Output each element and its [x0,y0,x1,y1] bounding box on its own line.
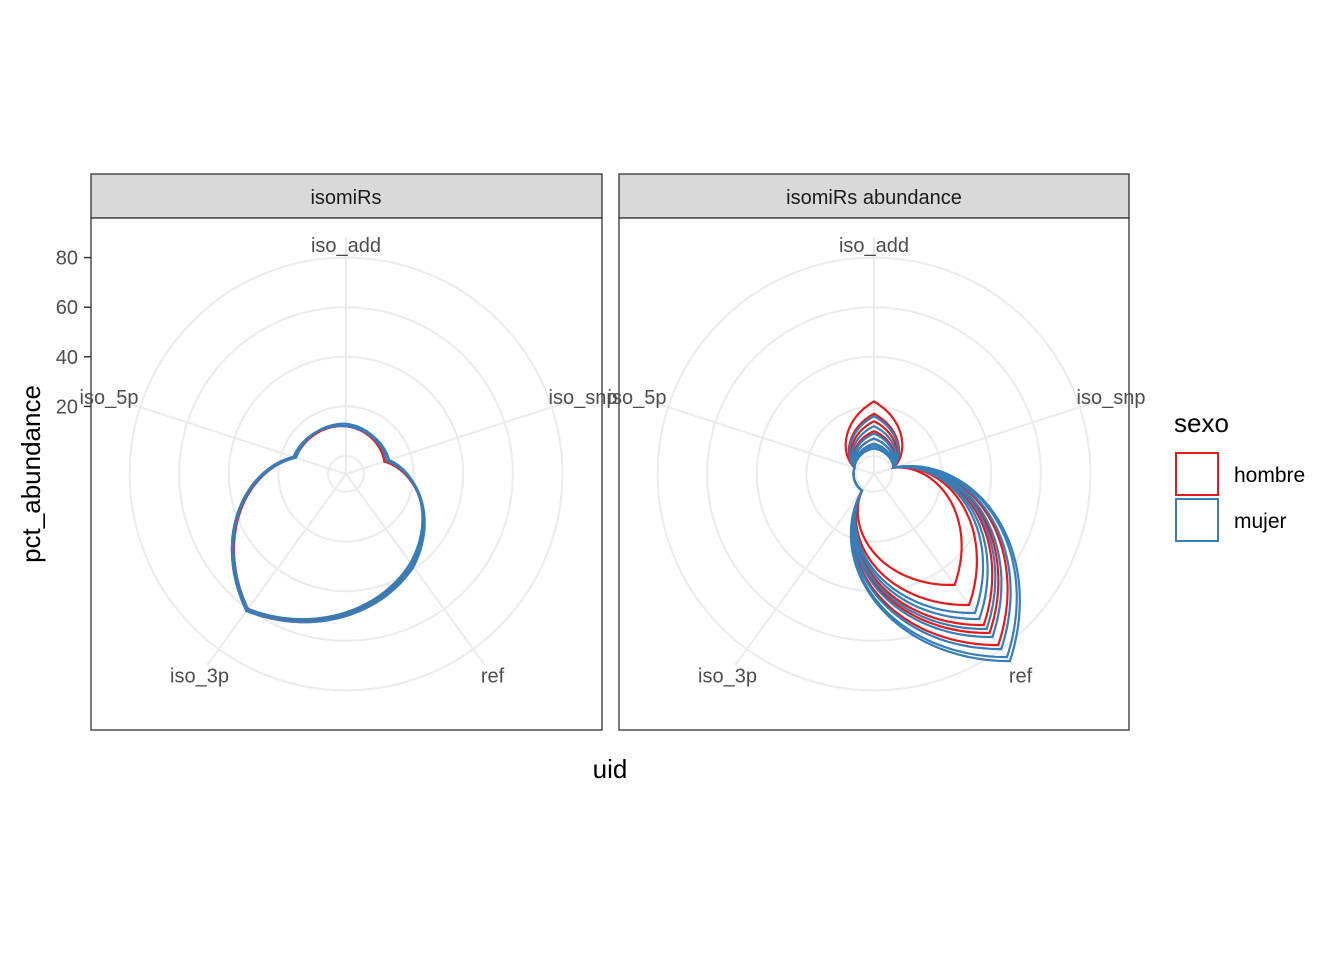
category-label-ref: ref [1009,666,1033,688]
category-label-iso-snp: iso_snp [1077,387,1146,409]
series-line-mujer [850,424,989,621]
grid-spoke [734,473,875,666]
series-line-mujer [232,424,424,621]
y-tick-label: 40 [56,347,78,369]
y-tick-label: 60 [56,297,78,319]
legend-label-mujer: mujer [1234,510,1287,533]
grid-spoke [649,400,875,475]
grid-spoke [206,473,347,666]
legend-key-mujer [1175,498,1219,542]
series-line-mujer [231,422,426,624]
y-tick-label: 80 [56,248,78,270]
series-line-mujer [849,447,1021,663]
legend-key-hombre [1175,452,1219,496]
strip-title-isomirs-abundance: isomiRs abundance [786,187,962,209]
grid-spoke [345,473,486,666]
series-line-hombre [844,400,963,586]
category-label-iso-add: iso_add [311,235,381,257]
strip-title-isomirs: isomiRs [310,187,381,209]
category-label-iso-5p: iso_5p [80,387,139,409]
grid-spoke [873,400,1099,475]
category-label-iso-add: iso_add [839,235,909,257]
category-label-iso-5p: iso_5p [608,387,667,409]
category-label-iso-3p: iso_3p [698,666,757,688]
legend-title: sexo [1174,408,1229,438]
category-label-iso-snp: iso_snp [549,387,618,409]
x-axis-title: uid [593,754,628,784]
y-axis-title: pct_abundance [16,385,46,563]
y-axis: 20 40 60 80 [56,248,91,418]
series-group-isomirs [230,422,426,624]
category-label-ref: ref [481,666,505,688]
legend-label-hombre: hombre [1234,464,1305,487]
series-line-mujer [848,415,985,615]
strip-isomirs [90,173,603,219]
polar-grid-isomirs-abundance [649,237,1099,692]
legend: sexo hombre mujer [1174,408,1305,542]
grid-spoke [121,400,347,475]
category-label-iso-3p: iso_3p [170,666,229,688]
series-group-isomirs-abundance [844,400,1021,663]
y-tick-label: 20 [56,396,78,418]
